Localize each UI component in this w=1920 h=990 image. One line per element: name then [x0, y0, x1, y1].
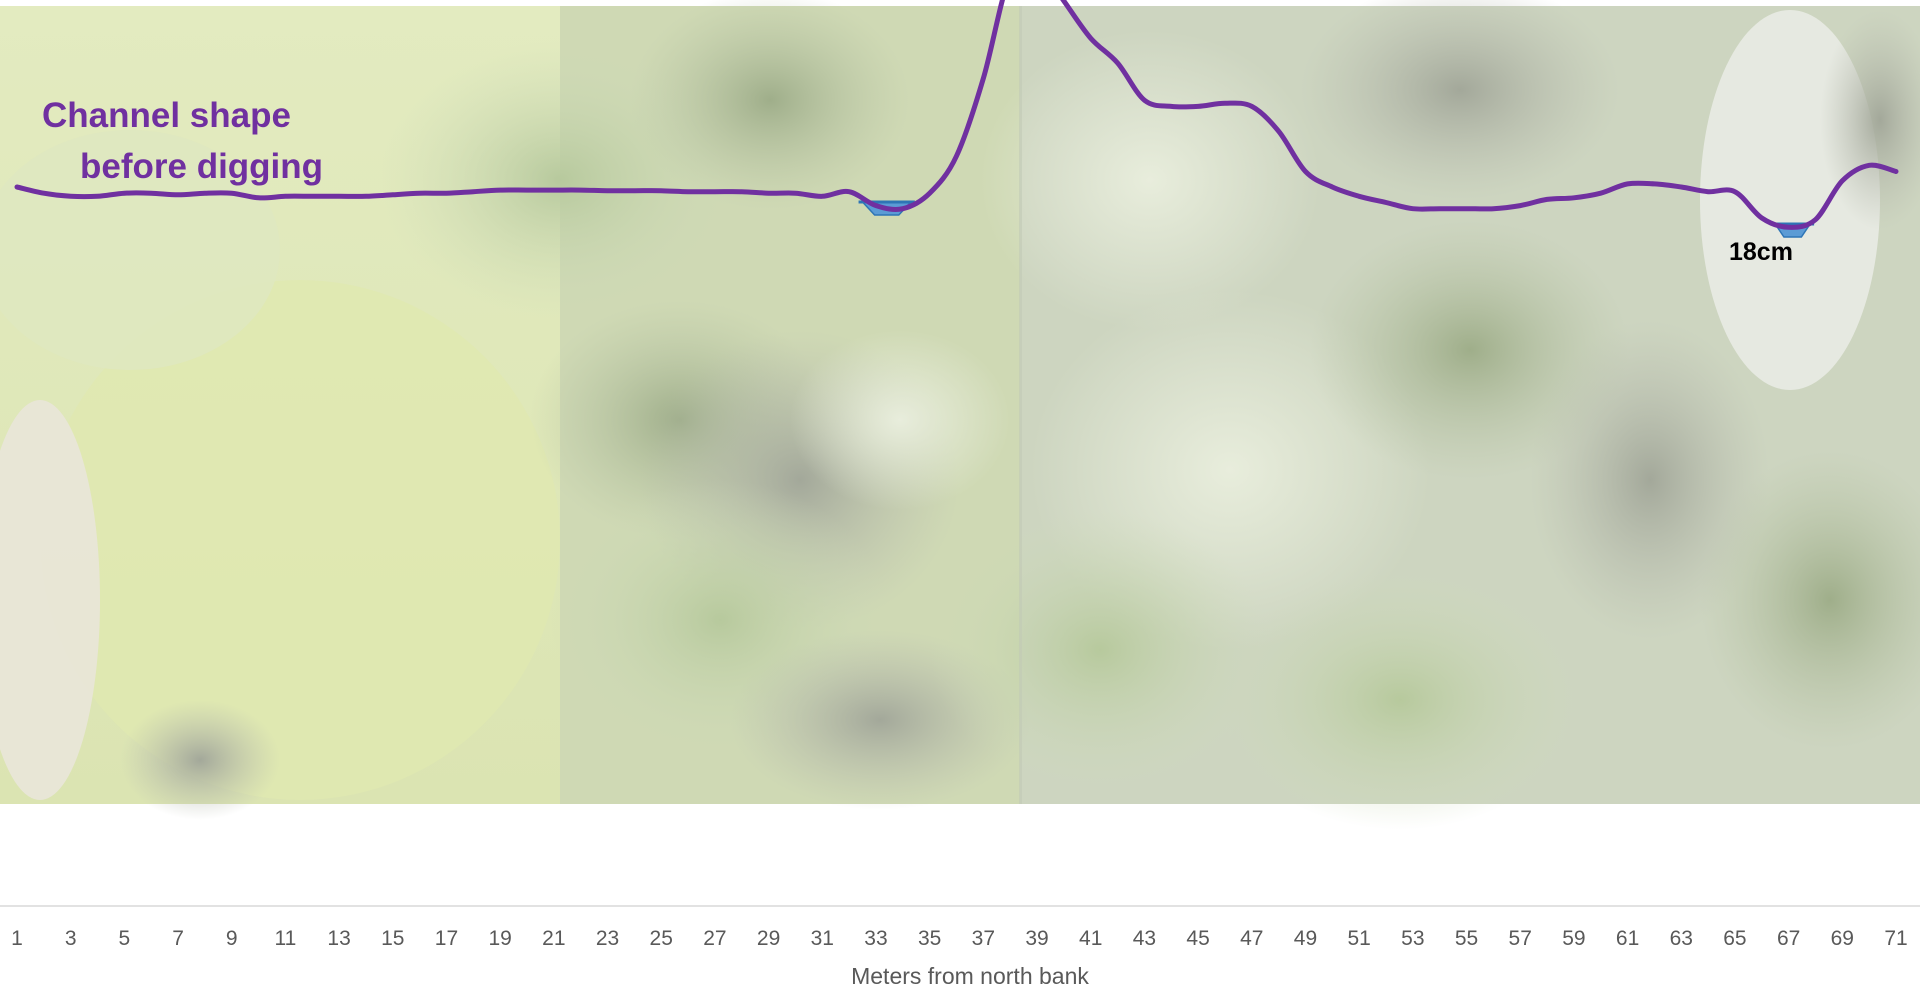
x-tick-label: 17	[435, 927, 458, 950]
x-tick-label: 55	[1455, 927, 1478, 950]
x-tick-label: 23	[596, 927, 619, 950]
x-tick-label: 67	[1777, 927, 1800, 950]
aerial-photo-background	[0, 0, 1920, 830]
x-tick-label: 69	[1831, 927, 1854, 950]
x-tick-label: 5	[119, 927, 131, 950]
x-tick-label: 43	[1133, 927, 1156, 950]
x-tick-label: 9	[226, 927, 238, 950]
x-tick-label: 21	[542, 927, 565, 950]
x-tick-label: 41	[1079, 927, 1102, 950]
x-tick-label: 71	[1884, 927, 1907, 950]
x-tick-label: 3	[65, 927, 77, 950]
x-axis-title: Meters from north bank	[851, 963, 1089, 989]
depth-annotation: 18cm	[1729, 238, 1793, 266]
x-tick-label: 57	[1509, 927, 1532, 950]
x-tick-label: 37	[972, 927, 995, 950]
channel-profile-line	[14, 0, 1899, 230]
x-tick-label: 19	[488, 927, 511, 950]
legend-label-line-2: before digging	[80, 147, 323, 186]
x-tick-label: 35	[918, 927, 941, 950]
x-tick-label: 25	[650, 927, 673, 950]
x-tick-label: 31	[811, 927, 834, 950]
legend-label-line-1: Channel shape	[42, 96, 291, 135]
x-tick-label: 65	[1723, 927, 1746, 950]
x-tick-label: 29	[757, 927, 780, 950]
x-tick-label: 15	[381, 927, 404, 950]
x-tick-label: 45	[1186, 927, 1209, 950]
x-tick-label: 7	[172, 927, 184, 950]
legend-label: Channel shape before digging	[42, 96, 323, 186]
x-tick-label: 53	[1401, 927, 1424, 950]
x-tick-label: 27	[703, 927, 726, 950]
x-tick-label: 61	[1616, 927, 1639, 950]
x-tick-label: 47	[1240, 927, 1263, 950]
x-tick-label: 59	[1562, 927, 1585, 950]
x-tick-label: 49	[1294, 927, 1317, 950]
x-tick-label: 1	[11, 927, 23, 950]
x-tick-label: 11	[275, 927, 297, 950]
x-tick-label: 13	[327, 927, 350, 950]
x-tick-labels: 1 3 5 7 9 11 13 15 17 19 21 23 25 27 29 31 33 35 37 39 41 43 4…	[11, 927, 1908, 950]
x-tick-label: 63	[1670, 927, 1693, 950]
x-tick-label: 51	[1347, 927, 1370, 950]
x-tick-label: 33	[864, 927, 887, 950]
x-tick-label: 39	[1025, 927, 1048, 950]
